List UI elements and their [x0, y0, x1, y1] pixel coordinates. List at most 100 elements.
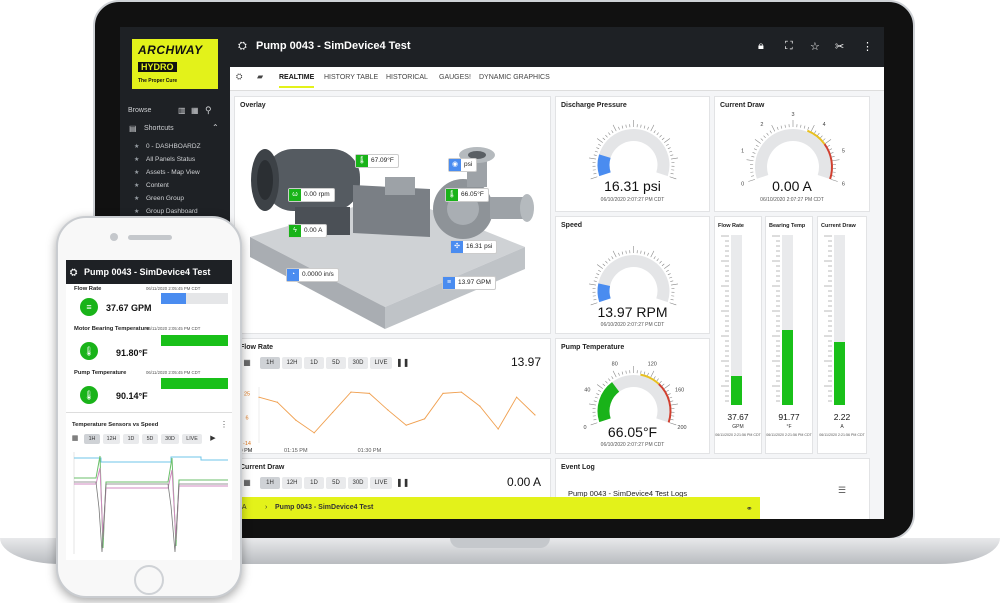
range-5d[interactable]: 5D [326, 357, 346, 369]
tab-realtime[interactable]: REALTIME [279, 74, 315, 88]
discharge-pressure-date: 06/10/2020 2:07:27 PM CDT [600, 197, 665, 203]
shortcuts-label[interactable]: Shortcuts [144, 125, 174, 132]
sidebar-item-group-dashboard[interactable]: Group Dashboard [134, 208, 198, 215]
range-1d[interactable]: 1D [304, 357, 324, 369]
gauge-tick [769, 130, 772, 134]
gauge-tick [596, 384, 603, 389]
badge-flow[interactable]: ≡ 13.97 GPM [442, 276, 496, 290]
star-icon[interactable]: ☆ [810, 41, 820, 53]
y-tick-label: 6 [245, 416, 248, 422]
tab-history-table[interactable]: HISTORY TABLE [324, 74, 379, 81]
range-5d[interactable]: 5D [142, 434, 158, 444]
link-icon[interactable]: ⚭ [746, 504, 753, 513]
chevron-up-icon[interactable]: ⌃ [212, 123, 219, 132]
gauge-tick [670, 157, 678, 160]
bearing-temp-bar-unit: °F [786, 424, 792, 430]
more-vert-icon[interactable]: ⋮ [220, 420, 228, 429]
range-5d[interactable]: 5D [326, 477, 346, 489]
gauge-tick [647, 372, 649, 376]
calendar-icon[interactable]: ▦ [70, 434, 80, 444]
badge-temperature-1-value: 67.09°F [371, 157, 394, 164]
pause-icon[interactable]: ❚❚ [396, 477, 410, 489]
badge-flow-value: 13.97 GPM [458, 279, 491, 286]
gauge-tick [670, 172, 674, 175]
range-30d[interactable]: 30D [348, 357, 368, 369]
browse-label[interactable]: Browse [128, 107, 152, 114]
gauge-tick [598, 269, 601, 272]
range-30d[interactable]: 30D [348, 477, 368, 489]
gauge-tick [661, 137, 665, 141]
play-icon[interactable]: ▶ [208, 434, 218, 444]
tab-dynamic-graphics[interactable]: DYNAMIC GRAPHICS [479, 74, 550, 81]
brand-logo[interactable]: ARCHWAY HYDRO The Proper Cure [132, 39, 218, 89]
gauge-tick [667, 393, 671, 396]
range-1d[interactable]: 1D [304, 477, 324, 489]
bearing-temp-bar-fill [782, 330, 793, 405]
asset-tab-icon[interactable]: ⛭ [236, 72, 243, 81]
lock-icon[interactable]: 🔒︎ [758, 40, 764, 52]
range-1h[interactable]: 1H [260, 357, 280, 369]
flow-rate-point [479, 405, 481, 407]
gauge-tick [760, 138, 764, 141]
sidebar-item-all-panels[interactable]: All Panels Status [134, 156, 195, 163]
map-view-icon[interactable]: ▦ [191, 106, 199, 115]
badge-temperature-2[interactable]: 🌡︎ 66.05°F [445, 188, 489, 202]
current-draw-gauge-value: 0.00 A [772, 178, 812, 194]
range-12h[interactable]: 12H [103, 434, 120, 444]
overlay-title: Overlay [240, 102, 266, 109]
sidebar-item-green-group[interactable]: Green Group [134, 195, 184, 202]
range-live[interactable]: LIVE [370, 357, 392, 369]
sidebar-item-dashboardz[interactable]: 0 - DASHBOARDZ [134, 143, 200, 150]
event-log-entry[interactable]: Pump 0043 - SimDevice4 Test Logs [568, 489, 688, 498]
gauge-tick [661, 383, 665, 387]
gauge-tick [803, 125, 806, 129]
badge-psi[interactable]: ◉ psi [448, 158, 478, 172]
tab-gauges[interactable]: GAUGES! [439, 74, 471, 81]
range-12h[interactable]: 12H [282, 477, 302, 489]
speed-title: Speed [561, 222, 583, 229]
x-tick-label: 01:30 PM [358, 448, 382, 454]
flow-rate-bar-scale [721, 235, 729, 402]
range-12h[interactable]: 12H [282, 357, 302, 369]
search-icon[interactable]: ⚲ [205, 105, 212, 115]
tab-historical[interactable]: HISTORICAL [386, 74, 428, 81]
pump-temperature-card: Pump Temperature 0 40 80 120 160 200 66.05°F … [555, 338, 710, 454]
gauge-tick [602, 137, 606, 141]
phone-row-value: 91.80°F [116, 348, 148, 358]
range-1h[interactable]: 1H [260, 477, 280, 489]
gauge-tick [659, 134, 662, 138]
range-1d[interactable]: 1D [123, 434, 139, 444]
range-30d[interactable]: 30D [161, 434, 179, 444]
pause-icon[interactable]: ❚❚ [396, 357, 410, 369]
logo-line1: ARCHWAY [138, 43, 203, 57]
phone-row-date: 06/11/2020 2:05:45 PM CDT [146, 370, 201, 375]
badge-current[interactable]: ϟ 0.00 A [288, 224, 328, 238]
badge-pressure[interactable]: ✣ 16.31 psi [450, 240, 498, 254]
flow-rate-point [534, 414, 536, 416]
current-draw-bar-title: Current Draw [821, 223, 856, 229]
tools-icon[interactable]: ✂ [835, 41, 845, 53]
folder-icon[interactable]: ▰ [257, 72, 264, 81]
range-live[interactable]: LIVE [370, 477, 392, 489]
sidebar-item-content[interactable]: Content [134, 182, 169, 189]
grid-view-icon[interactable]: ▥ [178, 106, 186, 115]
flow-rate-point [258, 396, 260, 398]
x-tick-label: 01:45 PM [235, 448, 253, 454]
calendar-icon[interactable]: ▦ [240, 477, 254, 489]
badge-temperature-1[interactable]: 🌡︎ 67.09°F [355, 154, 399, 168]
calendar-icon[interactable]: ▦ [240, 357, 254, 369]
more-vert-icon[interactable]: ⋮ [862, 41, 873, 53]
gauge-tick [667, 147, 671, 150]
phone-row-bar-fill [161, 293, 187, 304]
badge-rpm[interactable]: ω 0.00 rpm [288, 188, 335, 202]
range-1h[interactable]: 1H [84, 434, 100, 444]
fullscreen-icon[interactable]: ⛶ [785, 40, 793, 52]
badge-vibration[interactable]: ◔ 0.0000 in/s [286, 268, 339, 282]
filter-icon[interactable]: ☰ [838, 485, 847, 495]
range-live[interactable]: LIVE [182, 434, 202, 444]
gauge-tick [825, 139, 832, 144]
gauge-tick [647, 126, 649, 130]
flow-rate-bar-card: Flow Rate 37.67 GPM 06/11/2020 2:21:56 P… [714, 216, 762, 454]
sidebar-item-map-view[interactable]: Assets - Map View [134, 169, 200, 176]
